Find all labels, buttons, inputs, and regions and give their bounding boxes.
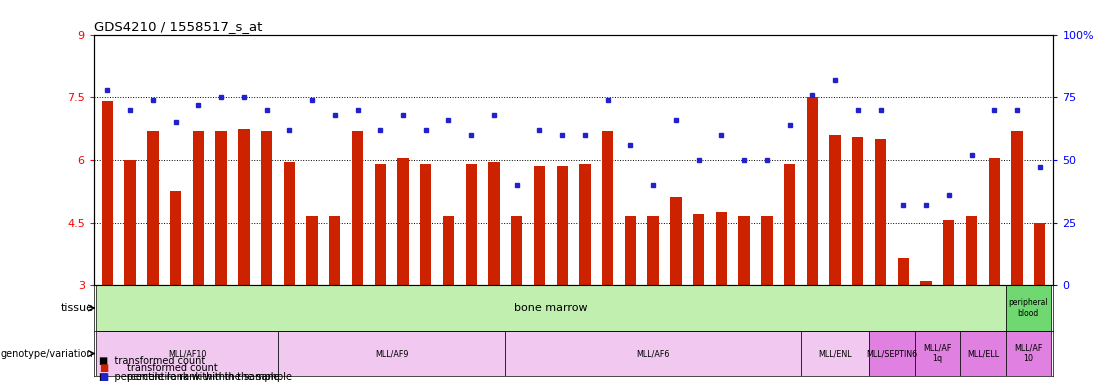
Text: bone marrow: bone marrow: [514, 303, 588, 313]
Bar: [125, 160, 136, 285]
Text: MLL/ELL: MLL/ELL: [967, 349, 999, 358]
Bar: [761, 216, 772, 285]
Bar: [511, 216, 523, 285]
Bar: [875, 139, 886, 285]
Bar: [283, 162, 295, 285]
Bar: [806, 97, 818, 285]
Bar: [397, 158, 409, 285]
Bar: [238, 129, 249, 285]
Text: percentile rank within the sample: percentile rank within the sample: [127, 372, 292, 382]
Bar: [505, 331, 801, 376]
Bar: [647, 216, 658, 285]
Bar: [420, 164, 431, 285]
Bar: [1006, 331, 1051, 376]
Bar: [829, 135, 840, 285]
Bar: [352, 131, 363, 285]
Bar: [101, 101, 114, 285]
Text: MLL/AF
10: MLL/AF 10: [1014, 344, 1042, 363]
Text: MLL/AF
1q: MLL/AF 1q: [923, 344, 952, 363]
Bar: [375, 164, 386, 285]
Bar: [215, 131, 227, 285]
Bar: [579, 164, 590, 285]
Bar: [489, 162, 500, 285]
Bar: [602, 131, 613, 285]
Bar: [170, 191, 181, 285]
Bar: [1011, 131, 1022, 285]
Bar: [693, 214, 705, 285]
Bar: [914, 331, 960, 376]
Bar: [465, 164, 476, 285]
Bar: [329, 216, 341, 285]
Text: tissue: tissue: [61, 303, 94, 313]
Bar: [960, 331, 1006, 376]
Bar: [784, 164, 795, 285]
Bar: [624, 216, 636, 285]
Text: ■: ■: [99, 372, 108, 382]
Text: peripheral
blood: peripheral blood: [1008, 298, 1048, 318]
Text: MLL/AF9: MLL/AF9: [375, 349, 408, 358]
Bar: [1034, 223, 1046, 285]
Bar: [988, 158, 1000, 285]
Bar: [261, 131, 272, 285]
Bar: [96, 331, 278, 376]
Bar: [193, 131, 204, 285]
Text: ■  transformed count
■  percentile rank within the sample: ■ transformed count ■ percentile rank wi…: [99, 356, 280, 382]
Bar: [966, 216, 977, 285]
Text: MLL/AF6: MLL/AF6: [636, 349, 670, 358]
Text: MLL/ENL: MLL/ENL: [818, 349, 852, 358]
Text: genotype/variation: genotype/variation: [1, 349, 94, 359]
Bar: [307, 216, 318, 285]
Bar: [801, 331, 869, 376]
Bar: [853, 137, 864, 285]
Bar: [671, 197, 682, 285]
Bar: [898, 258, 909, 285]
Text: GDS4210 / 1558517_s_at: GDS4210 / 1558517_s_at: [94, 20, 263, 33]
Bar: [716, 212, 727, 285]
Bar: [869, 331, 914, 376]
Text: transformed count: transformed count: [127, 363, 217, 373]
Bar: [278, 331, 505, 376]
Bar: [920, 281, 932, 285]
Bar: [147, 131, 159, 285]
Bar: [442, 216, 454, 285]
Text: ■: ■: [99, 363, 108, 373]
Text: MLL/SEPTIN6: MLL/SEPTIN6: [866, 349, 918, 358]
Bar: [557, 166, 568, 285]
Bar: [1006, 285, 1051, 331]
Bar: [738, 216, 750, 285]
Bar: [534, 166, 545, 285]
Bar: [943, 220, 954, 285]
Text: MLL/AF10: MLL/AF10: [168, 349, 206, 358]
